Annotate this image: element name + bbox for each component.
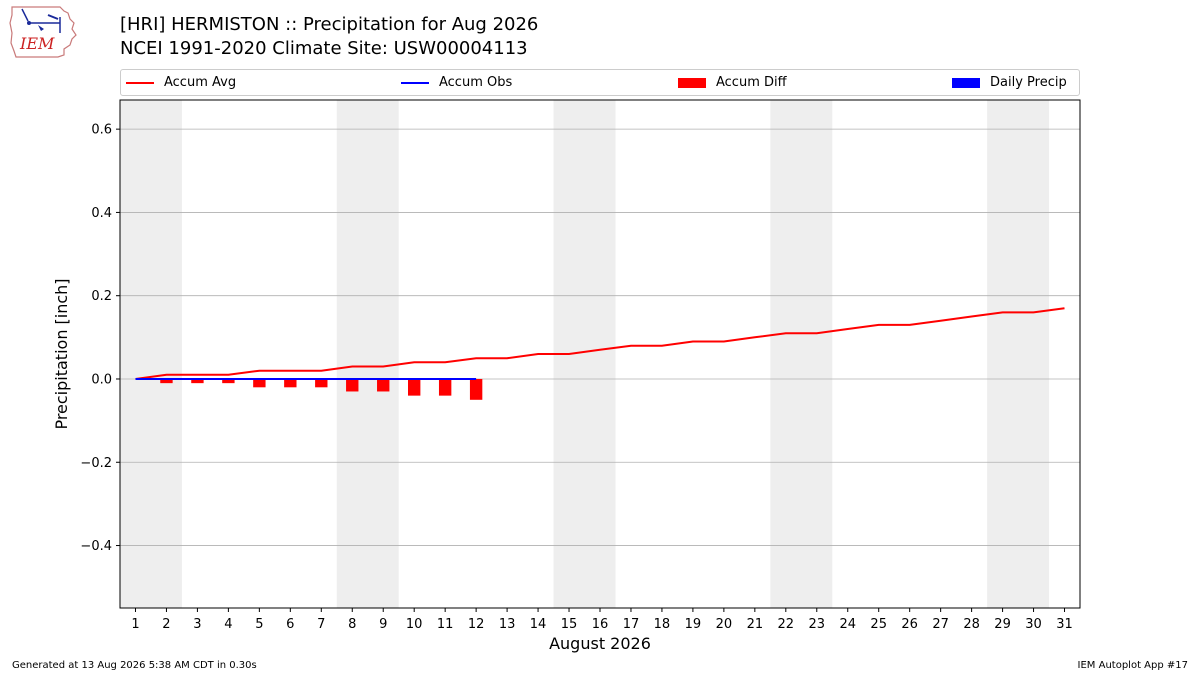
x-tick-label-3: 3 <box>193 617 201 632</box>
legend-label-accum-diff: Accum Diff <box>716 75 787 90</box>
title-line-1: [HRI] HERMISTON :: Precipitation for Aug… <box>120 14 539 35</box>
svg-text:IEM: IEM <box>19 34 55 53</box>
x-tick-label-6: 6 <box>286 617 294 632</box>
legend-item-accum-diff: Accum Diff <box>678 70 787 95</box>
y-tick-label-2: 0.0 <box>91 372 112 387</box>
x-tick-label-14: 14 <box>530 617 547 632</box>
legend-label-daily-precip: Daily Precip <box>990 75 1067 90</box>
x-tick-label-11: 11 <box>437 617 454 632</box>
accum-diff-bar-12 <box>469 378 483 400</box>
accum-diff-bar-7 <box>315 378 328 388</box>
x-tick-label-9: 9 <box>379 617 387 632</box>
accum-diff-bar-11 <box>438 378 452 396</box>
legend-item-accum-avg: Accum Avg <box>126 70 236 95</box>
x-tick-label-21: 21 <box>747 617 764 632</box>
weekend-shade-4 <box>987 100 1050 608</box>
x-tick-label-20: 20 <box>716 617 733 632</box>
x-tick-label-8: 8 <box>348 617 356 632</box>
title-line-2: NCEI 1991-2020 Climate Site: USW00004113 <box>120 38 528 59</box>
x-tick-label-7: 7 <box>317 617 325 632</box>
legend: Accum Avg Accum Obs Accum Diff Daily Pre… <box>120 69 1080 96</box>
y-tick-label-3: 0.2 <box>91 289 112 304</box>
x-tick-label-19: 19 <box>685 617 702 632</box>
accum-avg-line <box>135 307 1065 380</box>
y-tick-label-4: 0.4 <box>91 206 112 221</box>
x-tick-label-1: 1 <box>131 617 139 632</box>
y-tick-label-5: 0.6 <box>91 123 112 138</box>
x-tick-label-24: 24 <box>839 617 856 632</box>
x-tick-label-18: 18 <box>654 617 671 632</box>
accum-diff-bar-10 <box>408 378 421 396</box>
legend-label-accum-avg: Accum Avg <box>164 75 237 90</box>
footer-app: IEM Autoplot App #17 <box>1077 660 1188 671</box>
x-tick-label-23: 23 <box>809 617 826 632</box>
x-tick-label-30: 30 <box>1025 617 1042 632</box>
x-tick-label-17: 17 <box>623 617 640 632</box>
y-axis-label: Precipitation [inch] <box>52 278 71 429</box>
x-tick-label-10: 10 <box>406 617 423 632</box>
legend-item-accum-obs: Accum Obs <box>401 70 512 95</box>
weekend-shade-0 <box>120 100 182 608</box>
weekend-shade-3 <box>770 100 833 608</box>
x-tick-label-13: 13 <box>499 617 516 632</box>
accum-diff-bar-6 <box>284 378 297 388</box>
y-tick-label-0: −0.4 <box>80 539 112 554</box>
weekend-shade-1 <box>336 100 399 608</box>
x-tick-label-5: 5 <box>255 617 263 632</box>
x-tick-label-12: 12 <box>468 617 485 632</box>
accum-diff-bar-8 <box>346 378 359 392</box>
x-tick-label-31: 31 <box>1056 617 1073 632</box>
x-tick-label-29: 29 <box>994 617 1011 632</box>
x-tick-label-16: 16 <box>592 617 609 632</box>
legend-swatch-accum-obs <box>401 81 429 84</box>
footer-generated: Generated at 13 Aug 2026 5:38 AM CDT in … <box>12 660 257 671</box>
legend-swatch-accum-avg <box>126 81 154 84</box>
legend-label-accum-obs: Accum Obs <box>439 75 513 90</box>
x-tick-label-26: 26 <box>901 617 918 632</box>
iem-logo: IEM <box>9 6 77 58</box>
accum-diff-bar-4 <box>222 378 235 384</box>
accum-diff-bar-2 <box>160 378 173 384</box>
x-tick-label-22: 22 <box>778 617 795 632</box>
y-tick-label-1: −0.2 <box>80 456 112 471</box>
x-tick-label-4: 4 <box>224 617 232 632</box>
legend-swatch-daily-precip <box>952 77 980 88</box>
legend-item-daily-precip: Daily Precip <box>952 70 1067 95</box>
x-tick-label-15: 15 <box>561 617 578 632</box>
x-tick-label-2: 2 <box>162 617 170 632</box>
accum-diff-bar-5 <box>253 378 266 388</box>
accum-diff-bar-3 <box>191 378 204 384</box>
x-tick-label-28: 28 <box>963 617 980 632</box>
legend-swatch-accum-diff <box>678 77 706 88</box>
chart-title: [HRI] HERMISTON :: Precipitation for Aug… <box>120 13 538 61</box>
x-axis-label: August 2026 <box>549 634 651 653</box>
accum-diff-bar-9 <box>377 378 390 392</box>
x-tick-label-25: 25 <box>870 617 887 632</box>
x-tick-label-27: 27 <box>932 617 949 632</box>
